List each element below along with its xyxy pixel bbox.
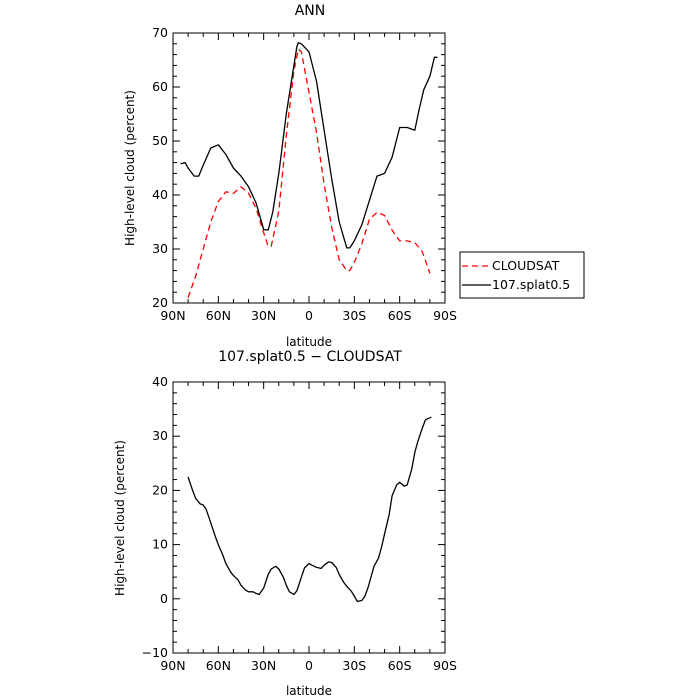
bottom-y-axis-label: High-level cloud (percent) (113, 440, 127, 596)
bottom-y-tick-label: 20 (152, 482, 168, 497)
top-plot-frame (172, 32, 446, 304)
bottom-y-tick-label: 0 (160, 591, 168, 606)
bottom-panel: 107.splat0.5 − CLOUDSAT 90N 60N 30N 0 30S 60S… (113, 349, 457, 698)
top-plot-area (180, 42, 438, 298)
bottom-x-tick-label: 60N (206, 658, 231, 673)
top-y-axis-label: High-level cloud (percent) (123, 90, 137, 246)
top-y-tick-label: 60 (152, 79, 168, 94)
legend: CLOUDSAT 107.splat0.5 (459, 251, 585, 299)
top-x-tick-label: 90S (433, 308, 457, 323)
top-x-tick-label: 90N (160, 308, 185, 323)
bottom-x-axis-label: latitude (286, 684, 332, 698)
bottom-y-tick-label: −10 (142, 645, 168, 660)
top-x-tick-label: 60N (206, 308, 231, 323)
bottom-y-tick-label: 10 (152, 537, 168, 552)
bottom-y-tick-label: 40 (152, 374, 168, 389)
top-x-tick-label: 60S (388, 308, 412, 323)
bottom-plot-area (187, 416, 432, 603)
top-y-tick-label: 20 (152, 295, 168, 310)
top-panel: ANN 90N 60N 30N 0 30S 60S 90S 20 30 40 50 60 70 lati… (123, 3, 585, 349)
legend-label-model: 107.splat0.5 (492, 277, 570, 292)
bottom-y-tick-label: 30 (152, 428, 168, 443)
bottom-series-line-0 (187, 416, 432, 603)
top-x-tick-label: 0 (305, 308, 313, 323)
top-axis-ticks: 90N 60N 30N 0 30S 60S 90S 20 30 40 50 60 70 (152, 25, 457, 323)
bottom-axis-ticks: 90N 60N 30N 0 30S 60S 90S −10 0 10 20 30 40 (142, 374, 457, 673)
bottom-plot-frame (172, 381, 446, 654)
top-y-tick-label: 30 (152, 241, 168, 256)
top-y-tick-label: 40 (152, 187, 168, 202)
top-x-tick-label: 30N (251, 308, 276, 323)
top-series-line-107-splat0-5 (180, 42, 438, 249)
bottom-x-tick-label: 90S (433, 658, 457, 673)
top-chart-title: ANN (295, 3, 326, 19)
legend-box (459, 251, 585, 299)
top-y-tick-label: 70 (152, 25, 168, 40)
bottom-chart-title: 107.splat0.5 − CLOUDSAT (218, 349, 402, 365)
top-x-tick-label: 30S (342, 308, 366, 323)
bottom-x-tick-label: 30S (342, 658, 366, 673)
top-series-line-cloudsat (187, 48, 431, 298)
bottom-x-tick-label: 60S (388, 658, 412, 673)
top-x-axis-label: latitude (286, 335, 332, 349)
bottom-x-tick-label: 30N (251, 658, 276, 673)
top-y-tick-label: 50 (152, 133, 168, 148)
bottom-x-tick-label: 0 (305, 658, 313, 673)
legend-label-cloudsat: CLOUDSAT (492, 258, 560, 273)
bottom-x-tick-label: 90N (160, 658, 185, 673)
